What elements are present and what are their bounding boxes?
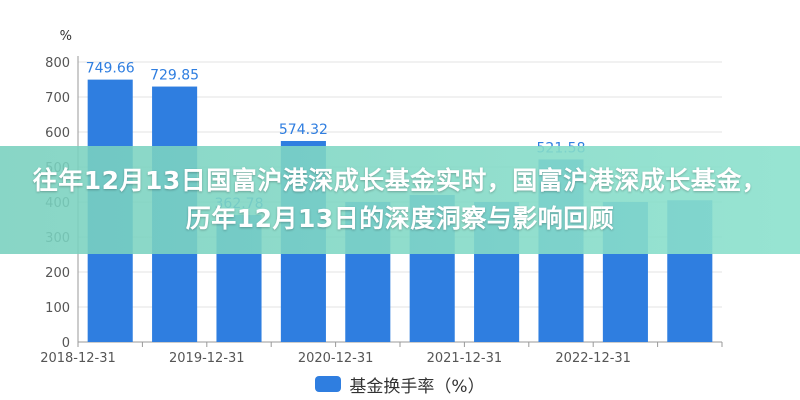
x-tick-label: 2019-12-31 bbox=[169, 351, 245, 366]
y-tick-label: 600 bbox=[45, 126, 70, 141]
legend-label: 基金换手率（%） bbox=[349, 376, 485, 397]
title-banner: 往年12月13日国富沪港深成长基金实时，国富沪港深成长基金，历年12月13日的深… bbox=[0, 146, 800, 254]
y-tick-label: 100 bbox=[45, 301, 70, 316]
y-tick-label: 200 bbox=[45, 266, 70, 281]
x-tick-label: 2018-12-31 bbox=[40, 351, 116, 366]
banner-title: 往年12月13日国富沪港深成长基金实时，国富沪港深成长基金，历年12月13日的深… bbox=[32, 166, 768, 233]
legend-swatch bbox=[315, 376, 342, 392]
legend[interactable]: 基金换手率（%） bbox=[0, 372, 800, 397]
y-tick-label: 800 bbox=[45, 56, 70, 71]
y-tick-label: 0 bbox=[62, 336, 70, 351]
bar-value-label: 574.32 bbox=[279, 122, 328, 138]
y-axis-label: % bbox=[60, 29, 72, 44]
bar-value-label: 749.66 bbox=[86, 61, 135, 77]
bar-value-label: 729.85 bbox=[150, 68, 199, 84]
x-tick-label: 2022-12-31 bbox=[555, 351, 631, 366]
x-tick-label: 2020-12-31 bbox=[298, 351, 374, 366]
y-tick-label: 700 bbox=[45, 91, 70, 106]
x-tick-label: 2021-12-31 bbox=[427, 351, 503, 366]
